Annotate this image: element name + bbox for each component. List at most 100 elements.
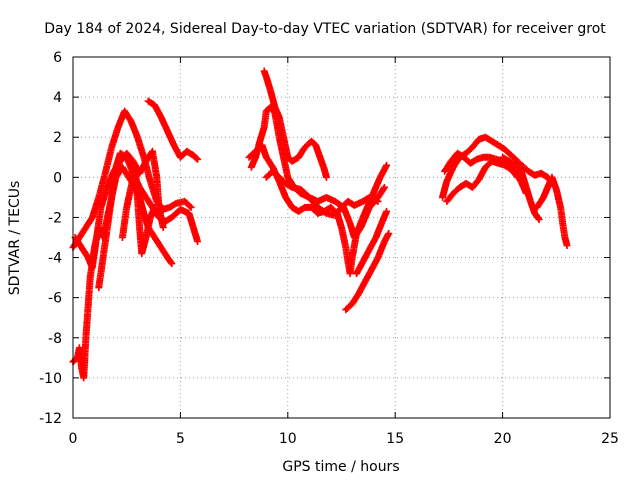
data-marker-segment bbox=[157, 244, 171, 260]
series-trace-5 bbox=[71, 147, 167, 272]
data-point bbox=[168, 260, 176, 268]
data-marker-segment bbox=[282, 193, 295, 210]
data-marker-segment bbox=[97, 185, 111, 211]
data-marker-segment bbox=[305, 193, 321, 210]
series-trace-17 bbox=[499, 153, 556, 187]
data-marker-segment bbox=[374, 185, 387, 201]
x-tick-label: 25 bbox=[601, 431, 619, 447]
data-marker-segment bbox=[331, 205, 344, 219]
data-marker-segment bbox=[80, 336, 90, 382]
data-point bbox=[514, 173, 522, 181]
x-tick-label: 15 bbox=[386, 431, 404, 447]
data-marker-segment bbox=[443, 191, 456, 205]
data-point bbox=[563, 242, 571, 250]
data-marker-segment bbox=[133, 133, 147, 160]
data-marker-segment bbox=[449, 185, 462, 197]
y-tick-label: -12 bbox=[39, 411, 62, 427]
data-marker-segment bbox=[559, 220, 569, 240]
data-point bbox=[194, 238, 202, 246]
data-marker-segment bbox=[75, 225, 89, 241]
data-marker-segment bbox=[164, 254, 175, 266]
data-marker-segment bbox=[469, 177, 482, 191]
data-marker-segment bbox=[127, 117, 141, 140]
y-tick-label: -10 bbox=[39, 371, 62, 387]
data-marker-segment bbox=[439, 179, 450, 201]
data-point bbox=[522, 189, 530, 197]
x-axis-label: GPS time / hours bbox=[282, 459, 399, 475]
data-marker-segment bbox=[518, 161, 531, 174]
data-marker-segment bbox=[469, 137, 482, 151]
data-marker-segment bbox=[441, 159, 454, 175]
data-marker-segment bbox=[108, 125, 122, 151]
data-marker-segment bbox=[262, 73, 274, 93]
chart-title: Day 184 of 2024, Sidereal Day-to-day VTE… bbox=[44, 21, 606, 37]
data-marker-segment bbox=[131, 163, 141, 200]
data-marker-segment bbox=[78, 244, 91, 260]
data-marker-segment bbox=[297, 185, 312, 200]
data-marker-segment bbox=[245, 149, 258, 161]
data-marker-segment bbox=[121, 107, 134, 124]
data-marker-segment bbox=[355, 279, 368, 298]
data-marker-segment bbox=[348, 291, 362, 308]
data-marker-segment bbox=[314, 203, 329, 216]
data-marker-segment bbox=[501, 145, 514, 158]
data-marker-segment bbox=[71, 234, 85, 250]
data-marker-segment bbox=[376, 163, 390, 181]
data-point bbox=[548, 179, 556, 187]
data-marker-segment bbox=[374, 239, 388, 262]
series-trace-11 bbox=[342, 229, 393, 314]
data-marker-segment bbox=[118, 205, 130, 241]
data-marker-segment bbox=[110, 159, 123, 175]
data-marker-segment bbox=[82, 215, 95, 231]
data-marker-segment bbox=[189, 224, 201, 244]
data-marker-segment bbox=[118, 163, 132, 180]
data-marker-segment bbox=[507, 151, 520, 164]
y-tick-label: 2 bbox=[53, 130, 62, 146]
data-marker-segment bbox=[531, 209, 542, 222]
data-marker-segment bbox=[189, 151, 200, 162]
series-trace-13 bbox=[439, 133, 543, 223]
data-marker-segment bbox=[361, 267, 375, 286]
data-marker-segment bbox=[185, 209, 197, 230]
data-marker-segment bbox=[275, 173, 288, 186]
data-marker-segment bbox=[275, 177, 289, 200]
data-marker-segment bbox=[95, 171, 109, 201]
data-marker-segment bbox=[372, 219, 386, 241]
data-marker-segment bbox=[295, 145, 308, 161]
y-tick-label: -2 bbox=[48, 210, 62, 226]
data-point bbox=[194, 155, 202, 163]
data-marker-segment bbox=[142, 193, 156, 210]
data-point bbox=[383, 207, 391, 215]
data-marker-segment bbox=[153, 173, 163, 210]
y-tick-label: -4 bbox=[48, 251, 62, 267]
series-trace-12 bbox=[353, 207, 391, 278]
series-trace-8 bbox=[260, 67, 330, 181]
data-marker-segment bbox=[533, 195, 546, 211]
data-marker-segment bbox=[449, 155, 463, 171]
y-tick-label: -6 bbox=[48, 291, 62, 307]
x-tick-label: 20 bbox=[494, 431, 512, 447]
x-tick-label: 10 bbox=[279, 431, 297, 447]
data-marker-segment bbox=[95, 255, 107, 292]
data-marker-segment bbox=[181, 197, 194, 210]
data-point bbox=[322, 173, 330, 181]
data-marker-segment bbox=[103, 169, 117, 191]
data-point bbox=[151, 203, 159, 211]
data-marker-segment bbox=[544, 173, 555, 186]
data-marker-segment bbox=[507, 165, 521, 180]
series-trace-2 bbox=[144, 97, 202, 163]
data-marker-segment bbox=[88, 195, 102, 221]
data-marker-segment bbox=[262, 153, 276, 170]
data-marker-segment bbox=[342, 301, 355, 314]
y-tick-label: 6 bbox=[53, 50, 62, 66]
data-marker-segment bbox=[552, 185, 564, 210]
data-marker-segment bbox=[123, 185, 135, 211]
y-tick-label: 0 bbox=[53, 170, 62, 186]
data-marker-segment bbox=[82, 306, 92, 342]
data-point bbox=[374, 197, 382, 205]
x-tick-label: 0 bbox=[69, 431, 78, 447]
data-marker-segment bbox=[84, 275, 94, 312]
series-trace-10 bbox=[262, 167, 382, 219]
data-marker-segment bbox=[557, 203, 566, 226]
